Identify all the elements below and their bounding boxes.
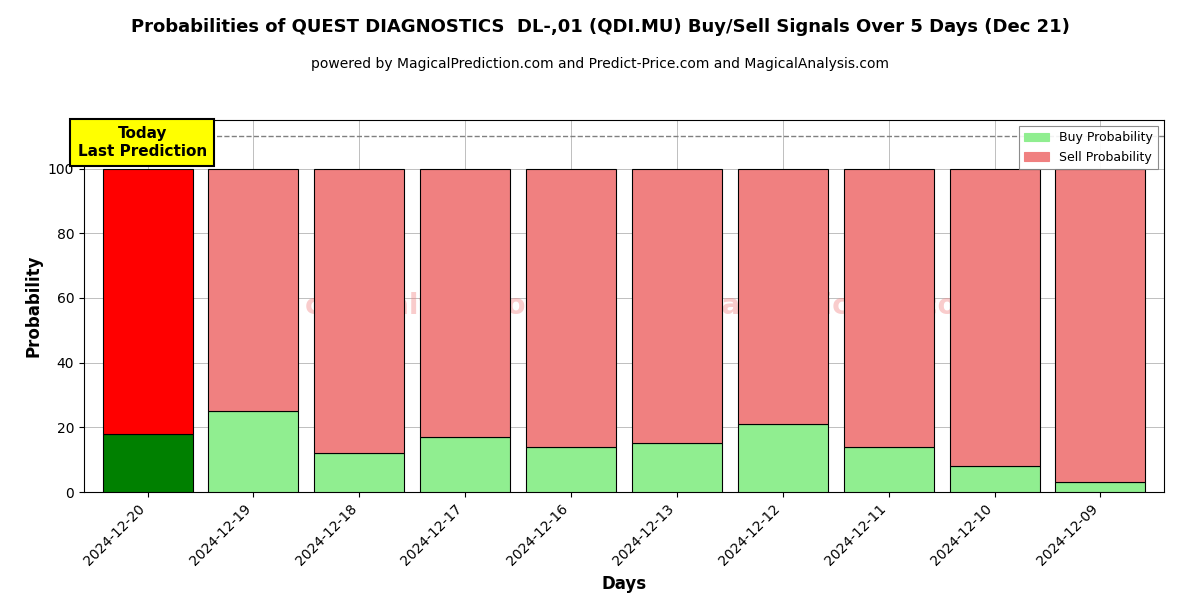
Bar: [949, 169, 1039, 466]
Bar: [420, 437, 510, 492]
Bar: [738, 424, 828, 492]
Bar: [632, 443, 722, 492]
Text: calAnalysis.com: calAnalysis.com: [305, 292, 554, 320]
Bar: [209, 411, 299, 492]
Bar: [314, 169, 404, 453]
Bar: [632, 169, 722, 443]
Bar: [949, 466, 1039, 492]
Text: Today
Last Prediction: Today Last Prediction: [78, 127, 206, 159]
Text: powered by MagicalPrediction.com and Predict-Price.com and MagicalAnalysis.com: powered by MagicalPrediction.com and Pre…: [311, 57, 889, 71]
Legend: Buy Probability, Sell Probability: Buy Probability, Sell Probability: [1019, 126, 1158, 169]
X-axis label: Days: Days: [601, 575, 647, 593]
Bar: [1056, 169, 1146, 482]
Text: Probabilities of QUEST DIAGNOSTICS  DL-,01 (QDI.MU) Buy/Sell Signals Over 5 Days: Probabilities of QUEST DIAGNOSTICS DL-,0…: [131, 18, 1069, 36]
Bar: [526, 169, 616, 447]
Bar: [1056, 482, 1146, 492]
Bar: [209, 169, 299, 411]
Bar: [420, 169, 510, 437]
Y-axis label: Probability: Probability: [24, 255, 42, 357]
Bar: [102, 169, 192, 434]
Bar: [526, 447, 616, 492]
Bar: [844, 169, 934, 447]
Bar: [738, 169, 828, 424]
Bar: [102, 434, 192, 492]
Text: MagicalPrediction.com: MagicalPrediction.com: [629, 292, 986, 320]
Bar: [844, 447, 934, 492]
Bar: [314, 453, 404, 492]
